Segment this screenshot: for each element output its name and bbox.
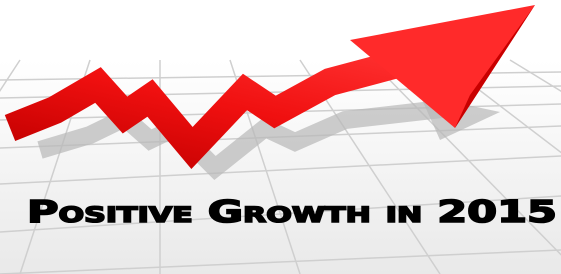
page: Positive Growth in 2015 (() => { const d… bbox=[0, 0, 561, 274]
caption: Positive Growth in 2015 bbox=[27, 195, 557, 230]
illustration: Positive Growth in 2015 bbox=[0, 0, 561, 274]
